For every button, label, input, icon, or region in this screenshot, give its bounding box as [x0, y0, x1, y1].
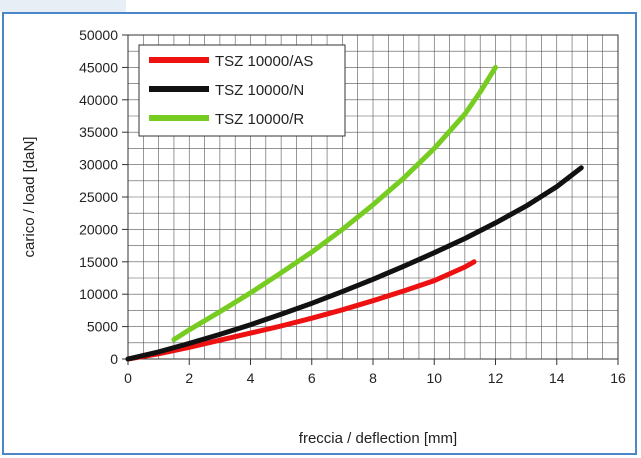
x-tick-label: 16: [610, 370, 626, 386]
y-tick-label: 35000: [79, 124, 118, 140]
legend-label: TSZ 10000/R: [215, 111, 304, 128]
x-tick-label: 2: [185, 370, 193, 386]
y-tick-label: 0: [110, 351, 118, 367]
y-tick-label: 50000: [79, 27, 118, 43]
legend-label: TSZ 10000/N: [215, 82, 304, 99]
chart-panel: 0 2 4 6 8 10 12 14 16 0 5000 10000 15000 20000 25000 30…: [2, 12, 637, 455]
x-tick-label: 12: [488, 370, 504, 386]
y-tick-label: 30000: [79, 157, 118, 173]
legend-label: TSZ 10000/AS: [215, 53, 313, 70]
y-axis-label: carico / load [daN]: [21, 137, 38, 258]
deflection-load-chart: 0 2 4 6 8 10 12 14 16 0 5000 10000 15000 20000 25000 30…: [21, 27, 626, 447]
y-tick-label: 25000: [79, 189, 118, 205]
x-tick-label: 10: [426, 370, 442, 386]
series-line-tsz-10000-n: [125, 165, 584, 362]
y-tick-label: 20000: [79, 221, 118, 237]
x-tick-label: 0: [124, 370, 132, 386]
y-tick-label: 15000: [79, 254, 118, 270]
y-tick-label: 40000: [79, 92, 118, 108]
x-tick-label: 14: [549, 370, 565, 386]
y-tick-label: 5000: [87, 319, 118, 335]
legend: TSZ 10000/AS TSZ 10000/N TSZ 10000/R: [138, 44, 346, 137]
y-tick-label: 10000: [79, 286, 118, 302]
series-line-tsz-10000-r: [171, 64, 498, 343]
x-tick-label: 6: [308, 370, 316, 386]
window-tab: [0, 0, 126, 12]
x-tick-label: 4: [247, 370, 255, 386]
x-axis-label: freccia / deflection [mm]: [299, 430, 457, 447]
y-tick-label: 45000: [79, 59, 118, 75]
series-line-tsz-10000-as: [125, 259, 477, 362]
x-tick-label: 8: [369, 370, 377, 386]
series-lines: [125, 64, 584, 362]
axes: 0 2 4 6 8 10 12 14 16 0 5000 10000 15000 20000 25000 30…: [79, 27, 626, 386]
